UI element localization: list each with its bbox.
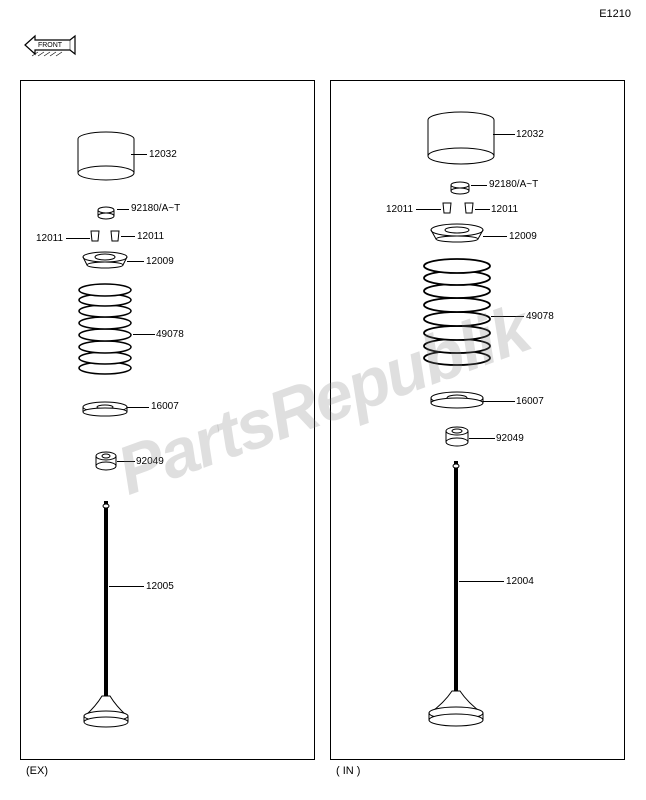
callout-collet-right-ex: 12011 xyxy=(137,231,164,242)
front-text: FRONT xyxy=(38,42,63,49)
tappet-in xyxy=(426,111,496,166)
spring-ex xyxy=(76,281,134,376)
seal-ex xyxy=(94,451,118,471)
intake-valve-panel: ( IN ) 12032 92180/A~T 12011 12011 xyxy=(330,80,625,760)
callout-valve-ex: 12005 xyxy=(146,581,174,592)
valve-ex xyxy=(81,501,131,731)
retainer-in xyxy=(429,223,485,243)
callout-collet-right-in: 12011 xyxy=(491,204,518,215)
collet-right-in xyxy=(463,201,475,215)
valve-in xyxy=(426,461,486,731)
callout-tappet-ex: 12032 xyxy=(149,149,177,160)
callout-seat-in: 16007 xyxy=(516,396,544,407)
callout-collet-left-in: 12011 xyxy=(386,204,413,215)
seat-ex xyxy=(81,401,129,417)
diagram-code: E1210 xyxy=(599,8,631,20)
callout-shim-ex: 92180/A~T xyxy=(131,203,180,214)
collet-left-in xyxy=(441,201,453,215)
exhaust-valve-panel: (EX) 12032 92180/A~T 12011 12011 xyxy=(20,80,315,760)
retainer-ex xyxy=(81,251,129,269)
spring-in xyxy=(421,256,493,366)
callout-seal-in: 92049 xyxy=(496,433,524,444)
callout-valve-in: 12004 xyxy=(506,576,534,587)
panel-label-in: ( IN ) xyxy=(336,765,360,777)
shim-ex xyxy=(96,206,116,220)
callout-spring-in: 49078 xyxy=(526,311,554,322)
callout-tappet-in: 12032 xyxy=(516,129,544,140)
collet-left-ex xyxy=(89,229,101,243)
seat-in xyxy=(429,391,485,409)
panel-label-ex: (EX) xyxy=(26,765,48,777)
callout-retainer-in: 12009 xyxy=(509,231,537,242)
callout-shim-in: 92180/A~T xyxy=(489,179,538,190)
callout-collet-left-ex: 12011 xyxy=(36,233,63,244)
collet-right-ex xyxy=(109,229,121,243)
callout-spring-ex: 49078 xyxy=(156,329,184,340)
tappet-ex xyxy=(76,131,136,181)
shim-in xyxy=(449,181,471,195)
callout-seat-ex: 16007 xyxy=(151,401,179,412)
front-direction-badge: FRONT xyxy=(20,30,80,60)
seal-in xyxy=(444,426,470,448)
callout-seal-ex: 92049 xyxy=(136,456,164,467)
callout-retainer-ex: 12009 xyxy=(146,256,174,267)
